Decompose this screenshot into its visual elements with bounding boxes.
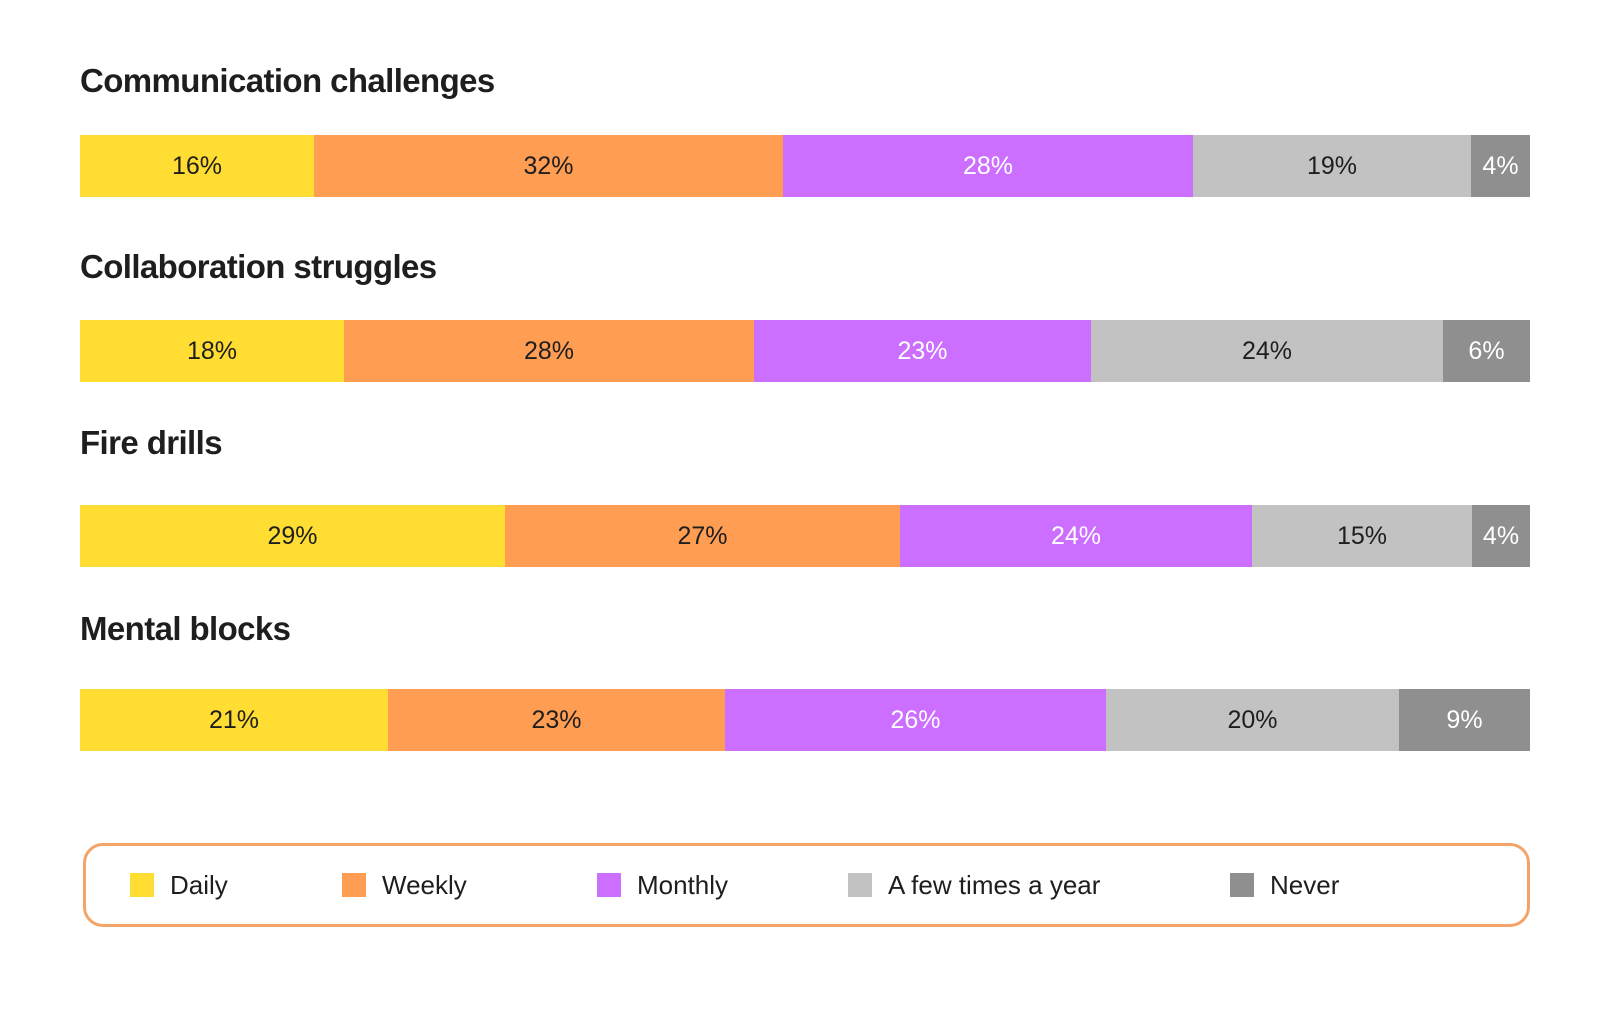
data-label: 24% (1241, 336, 1293, 365)
data-label: 28% (962, 151, 1014, 180)
bar-segment-never: 9% (1399, 689, 1530, 751)
legend-label: Weekly (382, 869, 467, 900)
bar-segment-never: 4% (1472, 505, 1530, 567)
bar-segment-weekly: 32% (314, 135, 783, 197)
data-label: 4% (1482, 521, 1520, 550)
data-label: 15% (1336, 521, 1388, 550)
bar-segment-monthly: 24% (900, 505, 1252, 567)
legend-swatch (1230, 873, 1254, 897)
legend-item-never: Never (1230, 846, 1339, 924)
bar-segment-daily: 29% (80, 505, 505, 567)
bar-segment-monthly: 28% (783, 135, 1193, 197)
bar-segment-never: 6% (1443, 320, 1530, 382)
category-title: Collaboration struggles (80, 248, 437, 285)
bar-segment-weekly: 27% (505, 505, 900, 567)
category-title: Communication challenges (80, 62, 495, 99)
data-label: 29% (267, 521, 318, 550)
data-label: 23% (897, 336, 948, 365)
data-label: 26% (890, 705, 941, 734)
data-label: 6% (1468, 336, 1505, 365)
legend-swatch (848, 873, 872, 897)
bar-segment-daily: 21% (80, 689, 388, 751)
data-label: 23% (531, 705, 582, 734)
data-label: 16% (171, 151, 223, 180)
legend-label: Monthly (637, 869, 729, 900)
legend-label: Daily (170, 869, 228, 900)
bar-segment-a-few-times-a-year: 19% (1193, 135, 1471, 197)
stacked-bar: 18% 28% 23% 24% 6% (80, 320, 1530, 382)
data-label: 18% (186, 336, 238, 365)
category-title: Fire drills (80, 424, 223, 461)
data-label: 20% (1227, 705, 1278, 734)
legend: Daily Weekly Monthly A few times a year Neve… (83, 843, 1530, 927)
data-label: 9% (1446, 705, 1483, 734)
data-label: 28% (523, 336, 575, 365)
bar-segment-never: 4% (1471, 135, 1530, 197)
bar-segment-weekly: 23% (388, 689, 725, 751)
stacked-bar: 29% 27% 24% 15% 4% (80, 505, 1530, 567)
legend-label: A few times a year (888, 869, 1101, 900)
bar-segment-a-few-times-a-year: 24% (1091, 320, 1443, 382)
data-label: 4% (1482, 151, 1519, 180)
data-label: 24% (1050, 521, 1102, 550)
data-label: 32% (523, 151, 574, 180)
bar-segment-monthly: 26% (725, 689, 1106, 751)
bar-segment-daily: 16% (80, 135, 314, 197)
bar-segment-monthly: 23% (754, 320, 1091, 382)
legend-label: Never (1270, 869, 1340, 900)
legend-swatch (597, 873, 621, 897)
stacked-bar: 16% 32% 28% 19% 4% (80, 135, 1530, 197)
legend-swatch (130, 873, 154, 897)
legend-item-a-few-times-a-year: A few times a year (848, 846, 1100, 924)
stacked-bar: 21% 23% 26% 20% 9% (80, 689, 1530, 751)
legend-item-weekly: Weekly (342, 846, 467, 924)
category-title: Mental blocks (80, 610, 291, 647)
data-label: 21% (208, 705, 260, 734)
data-label: 27% (677, 521, 728, 550)
bar-segment-daily: 18% (80, 320, 344, 382)
legend-swatch (342, 873, 366, 897)
bar-segment-weekly: 28% (344, 320, 754, 382)
bar-segment-a-few-times-a-year: 15% (1252, 505, 1472, 567)
bar-segment-a-few-times-a-year: 20% (1106, 689, 1399, 751)
data-label: 19% (1306, 151, 1358, 180)
legend-item-daily: Daily (130, 846, 228, 924)
legend-item-monthly: Monthly (597, 846, 728, 924)
